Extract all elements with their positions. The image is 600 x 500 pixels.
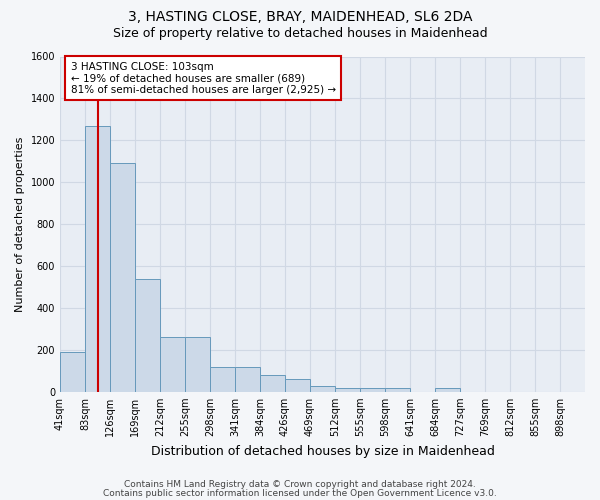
Bar <box>360 388 385 392</box>
Bar <box>435 388 460 392</box>
Text: Contains HM Land Registry data © Crown copyright and database right 2024.: Contains HM Land Registry data © Crown c… <box>124 480 476 489</box>
Text: 3 HASTING CLOSE: 103sqm
← 19% of detached houses are smaller (689)
81% of semi-d: 3 HASTING CLOSE: 103sqm ← 19% of detache… <box>71 62 335 94</box>
Bar <box>310 386 335 392</box>
Y-axis label: Number of detached properties: Number of detached properties <box>15 136 25 312</box>
Bar <box>285 379 310 392</box>
Bar <box>60 352 85 392</box>
Text: Size of property relative to detached houses in Maidenhead: Size of property relative to detached ho… <box>113 28 487 40</box>
Bar <box>260 375 285 392</box>
Bar <box>335 388 360 392</box>
Bar <box>135 278 160 392</box>
Bar <box>185 338 210 392</box>
Bar <box>85 126 110 392</box>
Bar <box>210 366 235 392</box>
X-axis label: Distribution of detached houses by size in Maidenhead: Distribution of detached houses by size … <box>151 444 494 458</box>
Bar <box>235 366 260 392</box>
Bar <box>385 388 410 392</box>
Text: 3, HASTING CLOSE, BRAY, MAIDENHEAD, SL6 2DA: 3, HASTING CLOSE, BRAY, MAIDENHEAD, SL6 … <box>128 10 472 24</box>
Bar <box>110 164 135 392</box>
Bar <box>160 338 185 392</box>
Text: Contains public sector information licensed under the Open Government Licence v3: Contains public sector information licen… <box>103 488 497 498</box>
